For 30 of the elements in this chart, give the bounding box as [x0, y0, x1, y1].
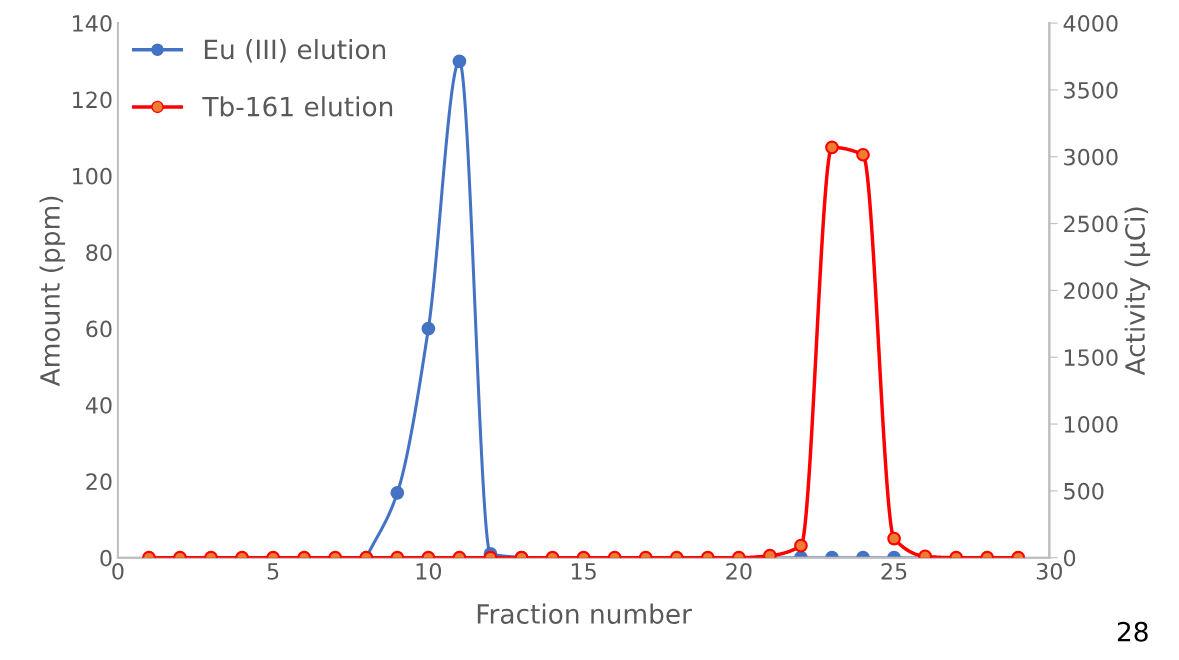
y-tick-label: 0 — [100, 549, 112, 567]
y-tick-label: 40 — [85, 396, 112, 414]
x-tick-label: 20 — [726, 562, 752, 580]
y-tick-label: 80 — [86, 244, 112, 261]
y2-tick-label: 1500 — [1064, 349, 1118, 366]
x-tick-label: 5 — [267, 563, 279, 580]
y2-tick-label: 2500 — [1064, 215, 1118, 233]
y2-tick-label: 2000 — [1064, 282, 1118, 300]
legend-label: Eu (III) elution — [204, 38, 386, 63]
legend-label: Tb-161 elution — [202, 96, 393, 117]
y2-tick-label: 500 — [1064, 482, 1104, 500]
x-tick-label: 25 — [881, 562, 907, 580]
y-tick-label: 140 — [73, 15, 112, 32]
y-tick-label: 20 — [86, 473, 112, 491]
y-tick-label: 60 — [86, 320, 112, 338]
y2-tick-label: 3000 — [1064, 148, 1118, 166]
y2-tick-label: 1000 — [1064, 416, 1118, 433]
text: 28 — [1117, 621, 1148, 642]
y2-tick-label: 0 — [1063, 549, 1076, 567]
x-tick-label: 0 — [112, 562, 124, 580]
x-tick-label: 15 — [571, 563, 596, 580]
x-tick-label: 10 — [416, 562, 442, 580]
x-tick-label: 30 — [1036, 562, 1062, 580]
y-tick-label: 100 — [73, 167, 112, 185]
y2-tick-label: 4000 — [1063, 15, 1118, 32]
x-axis-title: Fraction number — [477, 603, 692, 624]
y-tick-label: 120 — [73, 91, 112, 109]
y2-axis-title: Activity (µCi) — [1124, 207, 1151, 376]
y-axis-title: Amount (ppm) — [39, 196, 66, 387]
y2-tick-label: 3500 — [1064, 81, 1118, 99]
